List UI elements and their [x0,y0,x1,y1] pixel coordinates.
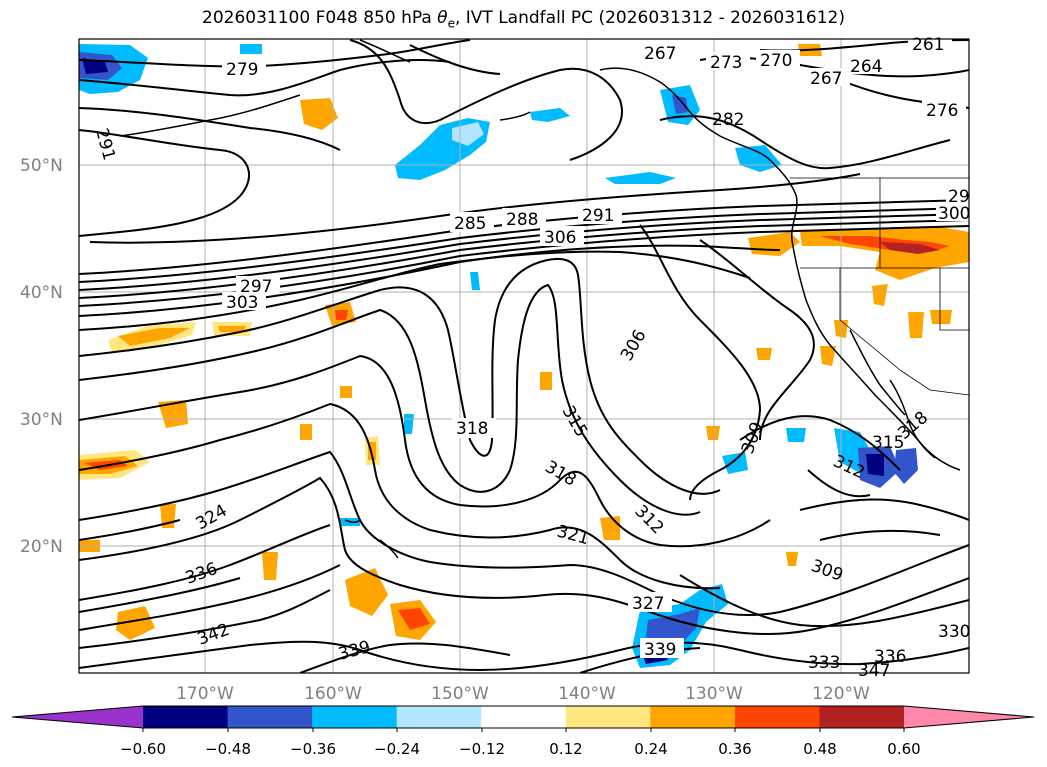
contour-label: 267 [810,69,842,89]
latitude-labels: 50°N 40°N 30°N 20°N [20,156,63,557]
contour-label: 327 [632,594,664,614]
contour-label: 261 [912,35,944,55]
contour-label: 336 [874,647,906,667]
colorbar: −0.60 −0.48 −0.36 −0.24 −0.12 0.12 0.24 0.36 0.4… [11,705,1035,758]
contour-label: 318 [456,419,488,439]
colorbar-swatch [312,706,398,728]
colorbar-tick-label: 0.60 [887,740,920,758]
colorbar-tick-label: −0.48 [205,740,251,758]
colorbar-tick-label: 0.36 [718,740,751,758]
lon-label: 130°W [685,684,743,704]
colorbar-swatch [227,706,313,728]
lat-label: 40°N [20,283,63,303]
contour-label: 279 [226,60,258,80]
colorbar-tick-label: −0.12 [459,740,505,758]
colorbar-extend-max [904,706,1034,728]
contour-label: 347 [858,661,890,681]
contour-label: 270 [760,51,792,71]
colorbar-swatch [650,706,736,728]
lat-label: 50°N [20,156,63,176]
lon-label: 150°W [431,684,489,704]
lat-label: 30°N [20,410,63,430]
contour-label: 300 [938,204,970,224]
lon-label: 160°W [304,684,362,704]
lat-label: 20°N [20,537,63,557]
gridlines [79,39,969,673]
contour-label: 276 [926,101,958,121]
contour-label: 333 [808,653,840,673]
colorbar-swatch [481,706,567,728]
lon-label: 120°W [812,684,870,704]
contour-label: 285 [454,214,486,234]
colorbar-tick-label: 0.48 [803,740,836,758]
map-frame [78,38,970,674]
contour-label: 291 [582,206,614,226]
contour-label: 282 [712,110,744,130]
contour-label: 264 [850,57,882,77]
contour-label: 273 [710,53,742,73]
contour-label: 330 [938,622,970,642]
contour-label: 303 [226,293,258,313]
colorbar-swatch [143,706,229,728]
contour-label: 315 [872,433,904,453]
contour-label: 29 [948,187,970,207]
coastlines [119,39,961,559]
borders [790,177,969,396]
colorbar-swatch [734,706,820,728]
lon-label: 140°W [558,684,616,704]
colorbar-tick-label: 0.24 [634,740,667,758]
colorbar-swatch [565,706,651,728]
lon-label: 170°W [176,684,234,704]
longitude-labels: 170°W 160°W 150°W 140°W 130°W 120°W [176,684,870,704]
contour-label: 306 [544,228,576,248]
colorbar-tick-label: −0.36 [290,740,336,758]
contour-label: 288 [506,210,538,230]
colorbar-tick-label: 0.12 [549,740,582,758]
colorbar-tick-label: −0.60 [120,740,166,758]
contour-label: 267 [644,44,676,64]
colorbar-tick-label: −0.24 [374,740,420,758]
colorbar-extend-min [12,706,143,728]
contour-label: 339 [644,640,676,660]
colorbar-swatch [819,706,905,728]
colorbar-swatch [396,706,482,728]
chart-title: 2026031100 F048 850 hPa θe, IVT Landfall… [202,8,845,31]
